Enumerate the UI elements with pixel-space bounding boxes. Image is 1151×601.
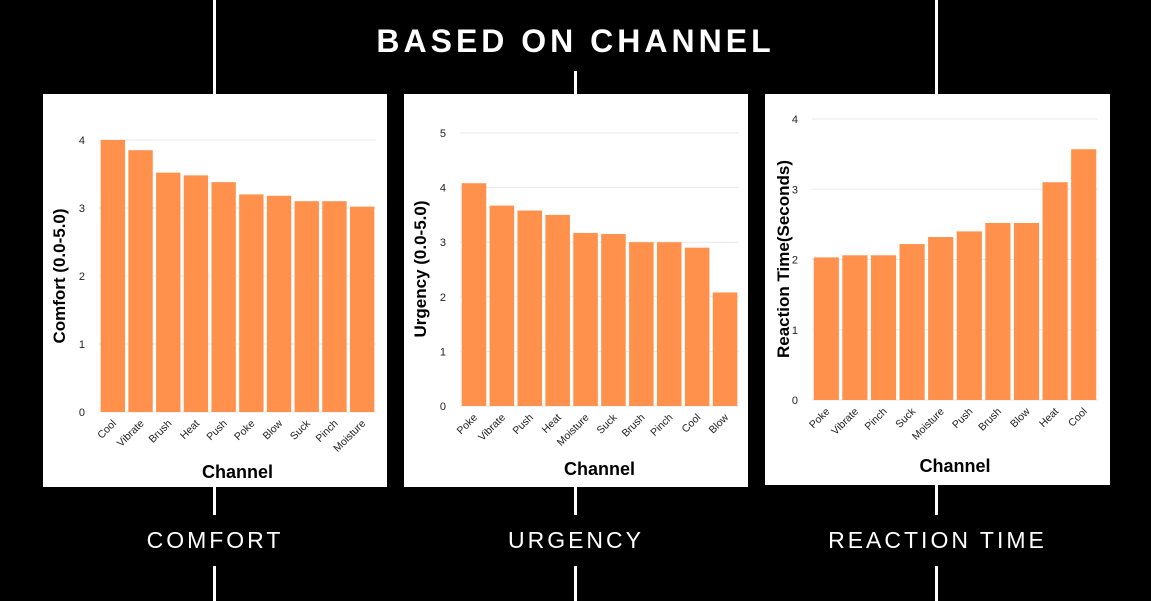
y-tick-label: 4 <box>79 135 85 147</box>
bar-heat <box>545 214 570 406</box>
x-tick-label: Pinch <box>863 406 890 433</box>
bar-pinch <box>322 201 347 412</box>
x-tick-label: Brush <box>976 406 1004 434</box>
bar-brush <box>156 172 181 412</box>
x-tick-label: Cool <box>680 412 704 436</box>
connector-line <box>213 487 216 515</box>
bar-vibrate <box>842 255 868 400</box>
connector-line <box>574 566 577 601</box>
bar-push <box>956 231 982 400</box>
y-tick-label: 4 <box>440 183 446 195</box>
x-tick-label: Vibrate <box>115 418 147 450</box>
section-label-urgency: URGENCY <box>507 527 644 553</box>
y-tick-label: 1 <box>79 339 85 351</box>
connector-line <box>935 566 938 601</box>
bar-suck <box>294 201 319 412</box>
x-tick-label: Brush <box>146 418 174 446</box>
bar-vibrate <box>128 150 153 412</box>
bar-cool <box>684 247 710 406</box>
section-label-reaction-time: REACTION TIME <box>828 527 1047 553</box>
x-tick-label: Heat <box>1037 406 1061 430</box>
urgency-chart-card: 0 1 2 3 4 5 Poke Vibrate Push Heat Moisture Suck Bru… <box>404 94 748 487</box>
x-axis-label: Channel <box>564 459 635 479</box>
x-tick-label: Push <box>204 418 230 444</box>
x-tick-label: Poke <box>232 418 258 444</box>
connector-line <box>213 0 216 94</box>
bar-blow <box>266 195 292 412</box>
x-tick-label: Suck <box>288 417 314 443</box>
y-tick-label: 2 <box>792 255 798 267</box>
bar-push <box>517 210 543 406</box>
y-tick-label: 4 <box>792 114 798 126</box>
page-title: BASED ON CHANNEL <box>376 23 775 59</box>
x-tick-label: Push <box>510 412 536 438</box>
x-axis-label: Channel <box>202 462 273 482</box>
y-tick-label: 2 <box>79 271 85 283</box>
bar-cool <box>100 140 126 412</box>
x-tick-label: Blow <box>1008 405 1033 430</box>
bar-vibrate <box>489 205 515 406</box>
bar-moisture <box>573 232 598 406</box>
y-axis-label: Urgency (0.0-5.0) <box>411 201 430 338</box>
x-tick-label: Pinch <box>648 412 675 439</box>
bar-pinch <box>870 255 897 400</box>
bar-poke <box>813 257 839 400</box>
bar-push <box>211 182 236 412</box>
y-tick-label: 0 <box>792 395 798 407</box>
bar-poke <box>461 183 487 406</box>
x-tick-label: Suck <box>595 411 621 437</box>
connector-line <box>574 487 577 515</box>
bar-brush <box>629 242 654 406</box>
x-tick-label: Poke <box>807 406 833 432</box>
reaction-time-chart-card: 0 1 2 3 4 Poke Vibrate Pinch Suck Moisture Push Bru… <box>765 94 1110 485</box>
bar-moisture <box>349 206 375 412</box>
connector-line <box>935 485 938 515</box>
comfort-chart-card: 0 1 2 3 4 Cool Vibrate Brush Heat Push Poke Blow Suc… <box>43 94 387 487</box>
y-tick-label: 3 <box>792 184 798 196</box>
connector-line <box>935 0 938 94</box>
x-tick-label: Cool <box>95 418 119 442</box>
y-tick-label: 3 <box>440 237 446 249</box>
x-tick-label: Moisture <box>910 406 947 443</box>
bar-suck <box>601 234 626 406</box>
x-axis-label: Channel <box>919 456 990 476</box>
y-tick-label: 0 <box>79 407 85 419</box>
x-tick-label: Brush <box>620 412 648 440</box>
x-tick-label: Blow <box>707 411 732 436</box>
bar-pinch <box>656 242 682 406</box>
x-tick-label: Suck <box>893 405 919 431</box>
bar-blow <box>712 292 738 406</box>
bar-poke <box>239 194 264 412</box>
x-tick-label: Poke <box>455 412 481 438</box>
y-tick-label: 3 <box>79 203 85 215</box>
bar-heat <box>1042 182 1068 400</box>
x-tick-label: Blow <box>261 417 286 442</box>
connector-line <box>574 71 577 94</box>
bar-blow <box>1013 222 1040 400</box>
x-tick-label: Cool <box>1066 406 1090 430</box>
bar-brush <box>985 222 1011 400</box>
x-tick-label: Heat <box>178 418 202 442</box>
y-tick-label: 1 <box>792 325 798 337</box>
x-tick-label: Vibrate <box>476 412 508 444</box>
x-tick-label: Push <box>950 406 976 432</box>
x-tick-label: Vibrate <box>829 406 861 438</box>
y-tick-label: 2 <box>440 292 446 304</box>
x-tick-label: Heat <box>540 412 564 436</box>
section-label-comfort: COMFORT <box>146 527 284 553</box>
y-axis-label: Comfort (0.0-5.0) <box>50 208 69 343</box>
y-tick-label: 0 <box>440 401 446 413</box>
y-tick-label: 5 <box>440 128 446 140</box>
bar-suck <box>899 244 925 400</box>
bar-heat <box>183 175 209 412</box>
y-tick-label: 1 <box>440 346 446 358</box>
bar-moisture <box>928 237 954 400</box>
bar-cool <box>1071 149 1097 400</box>
connector-line <box>213 566 216 601</box>
y-axis-label: Reaction Time(Seconds) <box>774 160 793 358</box>
